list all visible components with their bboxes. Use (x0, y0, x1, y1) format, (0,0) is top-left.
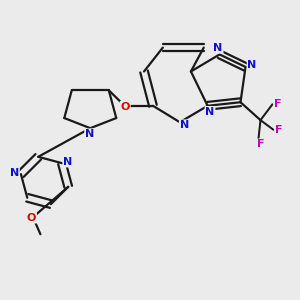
Text: F: F (275, 125, 283, 135)
Text: N: N (214, 43, 223, 53)
Text: N: N (63, 157, 73, 167)
Text: N: N (85, 129, 94, 139)
Text: N: N (206, 107, 214, 117)
Text: N: N (248, 60, 257, 70)
Text: N: N (180, 120, 189, 130)
Text: N: N (10, 168, 19, 178)
Text: O: O (27, 213, 36, 223)
Text: F: F (274, 99, 282, 109)
Text: F: F (257, 139, 265, 149)
Text: O: O (121, 102, 130, 112)
